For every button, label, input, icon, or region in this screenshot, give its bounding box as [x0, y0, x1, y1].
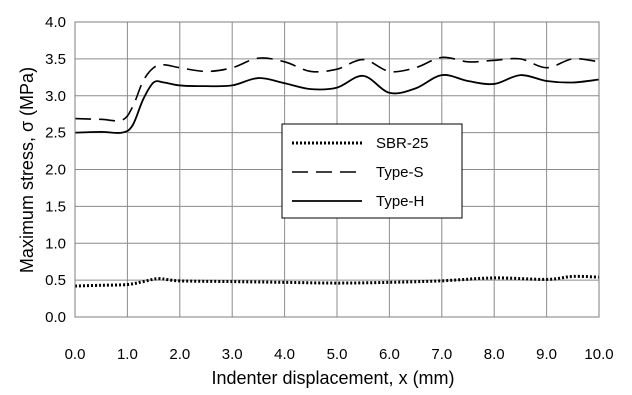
legend-box [281, 123, 463, 219]
series-line-type-s [74, 56, 600, 122]
series-line-type-h [74, 74, 600, 134]
x-tick-label: 7.0 [431, 346, 452, 363]
y-tick-label: 4.0 [45, 14, 66, 31]
y-tick-label: 2.5 [45, 125, 66, 142]
x-tick-label: 1.0 [117, 346, 138, 363]
x-tick-label: 5.0 [327, 346, 348, 363]
y-tick-label: 0.0 [45, 309, 66, 326]
x-tick-label: 9.0 [536, 346, 557, 363]
y-tick-label: 2.0 [45, 162, 66, 179]
tick-labels: 0.0 0.5 1.0 1.5 2.0 2.5 3.0 3.5 4.0 0.0 1.0 2.0 3.0 4… [45, 14, 613, 363]
x-tick-label: 4.0 [274, 346, 295, 363]
y-tick-label: 0.5 [45, 272, 66, 289]
legend-label-type-h: Type-H [376, 193, 424, 210]
y-tick-label: 3.0 [45, 88, 66, 105]
x-tick-label: 0.0 [65, 346, 86, 363]
x-axis-title: Indenter displacement, x (mm) [211, 368, 454, 388]
legend-label-type-s: Type-S [376, 164, 424, 181]
x-tick-label: 3.0 [222, 346, 243, 363]
x-tick-label: 2.0 [169, 346, 190, 363]
y-tick-label: 3.5 [45, 51, 66, 68]
x-tick-label: 10.0 [584, 346, 613, 363]
y-tick-label: 1.5 [45, 198, 66, 215]
y-tick-label: 1.0 [45, 235, 66, 252]
series-layer [74, 56, 600, 288]
x-tick-label: 6.0 [379, 346, 400, 363]
legend-label-sbr-25: SBR-25 [376, 135, 429, 152]
series-line-sbr-25 [74, 274, 600, 288]
y-axis-title: Maximum stress, σ (MPa) [17, 67, 37, 273]
x-tick-label: 8.0 [484, 346, 505, 363]
legend: SBR-25 Type-S Type-H [281, 123, 463, 219]
plot-area-frame [74, 21, 600, 318]
